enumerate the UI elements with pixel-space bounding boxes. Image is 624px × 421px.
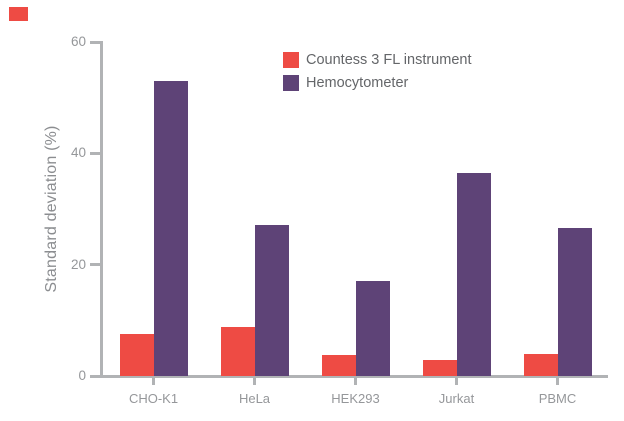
x-tick-mark-CHO-K1 <box>152 378 155 385</box>
y-tick-label-20: 20 <box>70 256 86 272</box>
legend-item-countess: Countess 3 FL instrument <box>283 52 471 68</box>
accent-square <box>9 7 28 21</box>
y-tick-label-60: 60 <box>70 34 86 49</box>
bar-PBMC-countess <box>523 354 558 376</box>
x-tick-label-HEK293: HEK293 <box>331 391 380 406</box>
bar-PBMC-hemocytometer <box>557 228 592 376</box>
x-tick-mark-PBMC <box>556 378 559 385</box>
bar-HeLa-hemocytometer <box>254 225 289 376</box>
x-tick-mark-HEK293 <box>354 378 357 385</box>
y-tick-mark-60 <box>90 40 103 44</box>
legend: Countess 3 FL instrument Hemocytometer <box>283 52 471 91</box>
legend-swatch-countess <box>283 52 299 68</box>
x-axis-line <box>90 375 608 378</box>
x-tick-label-Jurkat: Jurkat <box>438 391 475 406</box>
x-tick-label-CHO-K1: CHO-K1 <box>128 391 179 406</box>
bar-HEK293-countess <box>321 355 356 376</box>
x-tick-label-HeLa: HeLa <box>238 391 271 406</box>
bar-CHO-K1-countess <box>119 334 154 376</box>
bar-Jurkat-hemocytometer <box>456 173 491 376</box>
y-tick-mark-40 <box>90 151 103 155</box>
bar-HeLa-countess <box>220 327 255 376</box>
legend-label-countess: Countess 3 FL instrument <box>306 52 472 68</box>
bar-Jurkat-countess <box>422 360 457 376</box>
bar-HEK293-hemocytometer <box>355 281 390 376</box>
x-tick-label-PBMC: PBMC <box>538 391 577 406</box>
bar-CHO-K1-hemocytometer <box>153 81 188 376</box>
legend-item-hemocytometer: Hemocytometer <box>283 75 471 91</box>
legend-label-hemocytometer: Hemocytometer <box>306 75 409 91</box>
x-tick-mark-Jurkat <box>455 378 458 385</box>
y-tick-mark-20 <box>90 263 103 267</box>
legend-swatch-hemocytometer <box>283 75 299 91</box>
plot-area <box>103 42 608 376</box>
y-axis-line <box>100 42 103 378</box>
x-tick-mark-HeLa <box>253 378 256 385</box>
y-tick-label-40: 40 <box>70 145 86 161</box>
y-tick-label-0: 0 <box>78 368 86 383</box>
